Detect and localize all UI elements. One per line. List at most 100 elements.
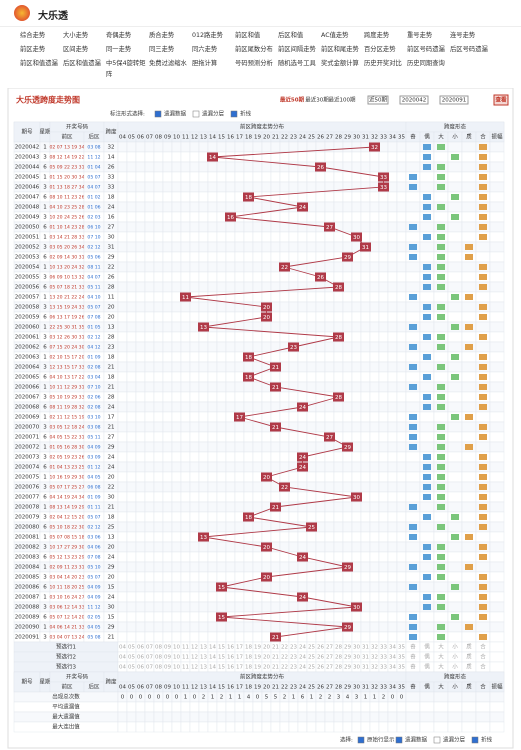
cell bbox=[360, 201, 371, 213]
nav-link[interactable]: 012路走势 bbox=[192, 32, 223, 39]
preselect-col: 33 bbox=[380, 645, 387, 651]
to-input[interactable] bbox=[439, 95, 469, 105]
checkbox[interactable] bbox=[192, 110, 200, 118]
cell bbox=[288, 251, 299, 263]
cell bbox=[387, 241, 398, 253]
nav-link[interactable]: 后区和值遗漏 bbox=[63, 60, 101, 67]
cell bbox=[489, 621, 505, 633]
preselect-label: 预选行3 bbox=[56, 663, 77, 671]
range-link[interactable]: 最近30期 bbox=[305, 96, 329, 104]
nav-link[interactable]: 同六走势 bbox=[192, 46, 218, 53]
nav-link[interactable]: 后区和值 bbox=[278, 32, 304, 39]
nav-link[interactable]: AC值走势 bbox=[321, 32, 349, 39]
nav-link[interactable]: 奖式金额计算 bbox=[321, 60, 359, 67]
nav-link[interactable]: 中5保4旋转矩阵 bbox=[106, 60, 146, 78]
cell bbox=[369, 161, 380, 173]
checkbox[interactable] bbox=[357, 736, 365, 744]
cell bbox=[387, 631, 398, 643]
nav-link[interactable]: 号码预测分析 bbox=[235, 60, 273, 67]
nav-link[interactable]: 同三走势 bbox=[149, 46, 175, 53]
form-mark bbox=[409, 524, 417, 530]
cell bbox=[324, 411, 335, 423]
nav-link[interactable]: 后区号码遗漏 bbox=[450, 46, 488, 53]
nav-link[interactable]: 质合走势 bbox=[149, 32, 175, 39]
nav-link[interactable]: 前区尾数分布 bbox=[235, 46, 273, 53]
form-mark bbox=[437, 314, 445, 320]
cell bbox=[475, 561, 491, 573]
checkbox[interactable] bbox=[230, 110, 238, 118]
cell bbox=[360, 421, 371, 433]
stat-label: 平均遗漏值 bbox=[52, 703, 80, 711]
nav-link[interactable]: 前区和值 bbox=[235, 32, 261, 39]
preselect-col: 22 bbox=[281, 655, 288, 661]
cell bbox=[180, 271, 191, 283]
preselect-col: 29 bbox=[344, 665, 351, 671]
cell bbox=[216, 291, 227, 303]
nav-link[interactable]: 跨度走势 bbox=[364, 32, 390, 39]
cell bbox=[162, 401, 173, 413]
cell bbox=[162, 581, 173, 593]
cell bbox=[396, 261, 407, 273]
range-link[interactable]: 最近50期 bbox=[280, 96, 305, 104]
cell bbox=[225, 171, 236, 183]
nav-link[interactable]: 前区和尾走势 bbox=[321, 46, 359, 53]
nav-link[interactable]: 同一走势 bbox=[106, 46, 132, 53]
checkbox[interactable] bbox=[395, 736, 403, 744]
nav-link[interactable]: 历史开奖对比 bbox=[364, 60, 402, 67]
cell bbox=[126, 271, 137, 283]
nav-link[interactable]: 奇偶走势 bbox=[106, 32, 132, 39]
range-select[interactable] bbox=[367, 95, 389, 105]
cell bbox=[207, 141, 218, 153]
nav-link[interactable]: 免费过滤缩水 bbox=[149, 60, 187, 67]
cell bbox=[180, 471, 191, 483]
form-mark bbox=[479, 334, 487, 340]
form-mark bbox=[465, 244, 473, 250]
view-button[interactable] bbox=[493, 94, 509, 106]
nav-link[interactable]: 前区走势 bbox=[20, 46, 46, 53]
checkbox[interactable] bbox=[433, 736, 441, 744]
issue: 2020058 bbox=[15, 305, 40, 311]
cell bbox=[234, 281, 245, 293]
preselect-col: 22 bbox=[281, 645, 288, 651]
cell bbox=[447, 551, 463, 563]
nav-link[interactable]: 前区和值遗漏 bbox=[20, 60, 58, 67]
cell bbox=[461, 381, 477, 393]
nav-link[interactable]: 重号走势 bbox=[407, 32, 433, 39]
cell bbox=[234, 501, 245, 513]
form-mark bbox=[423, 494, 431, 500]
cell bbox=[117, 441, 128, 453]
nav-link[interactable]: 连号走势 bbox=[450, 32, 476, 39]
nav-link[interactable]: 前区号码遗漏 bbox=[407, 46, 445, 53]
cell bbox=[433, 531, 449, 543]
cell bbox=[297, 181, 308, 193]
cell bbox=[216, 441, 227, 453]
cell bbox=[153, 261, 164, 273]
preselect-col: 34 bbox=[389, 665, 396, 671]
checkbox[interactable] bbox=[154, 110, 162, 118]
nav-link[interactable]: 历史同期查询 bbox=[407, 60, 445, 67]
nav-link[interactable]: 综合走势 bbox=[20, 32, 46, 39]
cell bbox=[162, 351, 173, 363]
nav-link[interactable]: 随机选号工具 bbox=[278, 60, 316, 67]
cell bbox=[252, 381, 263, 393]
nav-link[interactable]: 前区间隔走势 bbox=[278, 46, 316, 53]
back-numbers: 02 08 bbox=[87, 405, 100, 411]
dist-column: 24 bbox=[299, 685, 306, 691]
cell bbox=[198, 341, 209, 353]
cell bbox=[324, 481, 335, 493]
checkbox[interactable] bbox=[471, 736, 479, 744]
cell bbox=[433, 691, 449, 703]
cell bbox=[243, 501, 254, 513]
from-input[interactable] bbox=[399, 95, 429, 105]
front-numbers: 03 04 07 13 24 bbox=[49, 635, 84, 641]
nav-link[interactable]: 大小走势 bbox=[63, 32, 89, 39]
range-link[interactable]: 最近100期 bbox=[329, 96, 356, 104]
cell bbox=[144, 611, 155, 623]
nav-link[interactable]: 百分区走势 bbox=[364, 46, 396, 53]
nav-link[interactable]: 胆拖计算 bbox=[192, 60, 218, 67]
nav-link[interactable]: 区间走势 bbox=[63, 46, 89, 53]
cell bbox=[378, 541, 389, 553]
cell bbox=[162, 481, 173, 493]
cell bbox=[360, 381, 371, 393]
week: 6 bbox=[43, 555, 47, 561]
